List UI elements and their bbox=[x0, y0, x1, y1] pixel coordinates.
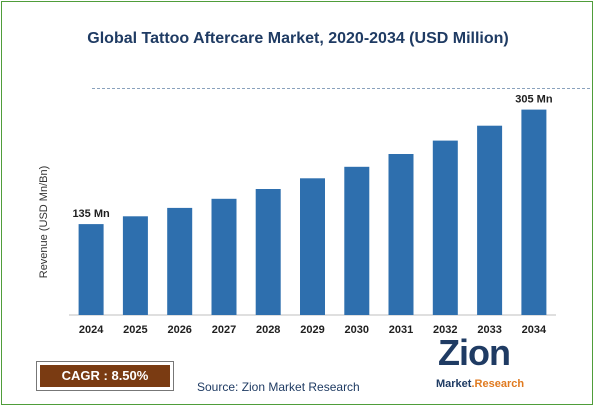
title-divider bbox=[92, 88, 590, 89]
cagr-badge: CAGR : 8.50% bbox=[36, 361, 174, 391]
bar-2029 bbox=[300, 178, 325, 315]
zion-logo: Zion Market.Research bbox=[436, 332, 556, 398]
bar-2032 bbox=[432, 140, 458, 315]
bar-2028 bbox=[255, 189, 281, 315]
cagr-text: CAGR : 8.50% bbox=[40, 365, 170, 387]
bar-2033 bbox=[477, 125, 503, 315]
source-note: Source: Zion Market Research bbox=[197, 380, 360, 394]
x-tick-label-2025: 2025 bbox=[123, 324, 147, 336]
x-tick-label-2026: 2026 bbox=[167, 324, 191, 336]
logo-sub-research: .Research bbox=[471, 378, 525, 390]
logo-subtitle: Market.Research bbox=[436, 378, 524, 390]
logo-word: Zion bbox=[438, 332, 511, 373]
x-tick-label-2031: 2031 bbox=[389, 324, 413, 336]
x-tick-label-2030: 2030 bbox=[345, 324, 369, 336]
x-tick-label-2027: 2027 bbox=[212, 324, 236, 336]
bar-2025 bbox=[122, 216, 148, 315]
x-tick-label-2034: 2034 bbox=[522, 324, 547, 336]
bar-2031 bbox=[388, 154, 414, 315]
logo-sub-market: Market bbox=[436, 378, 472, 390]
x-tick-label-2028: 2028 bbox=[256, 324, 280, 336]
bar-2030 bbox=[344, 166, 370, 315]
bar-2034 bbox=[521, 109, 547, 315]
bar-2024 bbox=[78, 224, 104, 315]
x-tick-label-2032: 2032 bbox=[433, 324, 457, 336]
x-tick-label-2033: 2033 bbox=[477, 324, 501, 336]
x-tick-label-2024: 2024 bbox=[79, 324, 104, 336]
bar-2027 bbox=[211, 198, 237, 315]
x-tick-label-2029: 2029 bbox=[300, 324, 324, 336]
data-label-2024: 135 Mn bbox=[72, 208, 110, 220]
chart-title: Global Tattoo Aftercare Market, 2020-203… bbox=[87, 30, 509, 47]
bar-2026 bbox=[167, 207, 193, 315]
data-label-2034: 305 Mn bbox=[515, 94, 553, 106]
